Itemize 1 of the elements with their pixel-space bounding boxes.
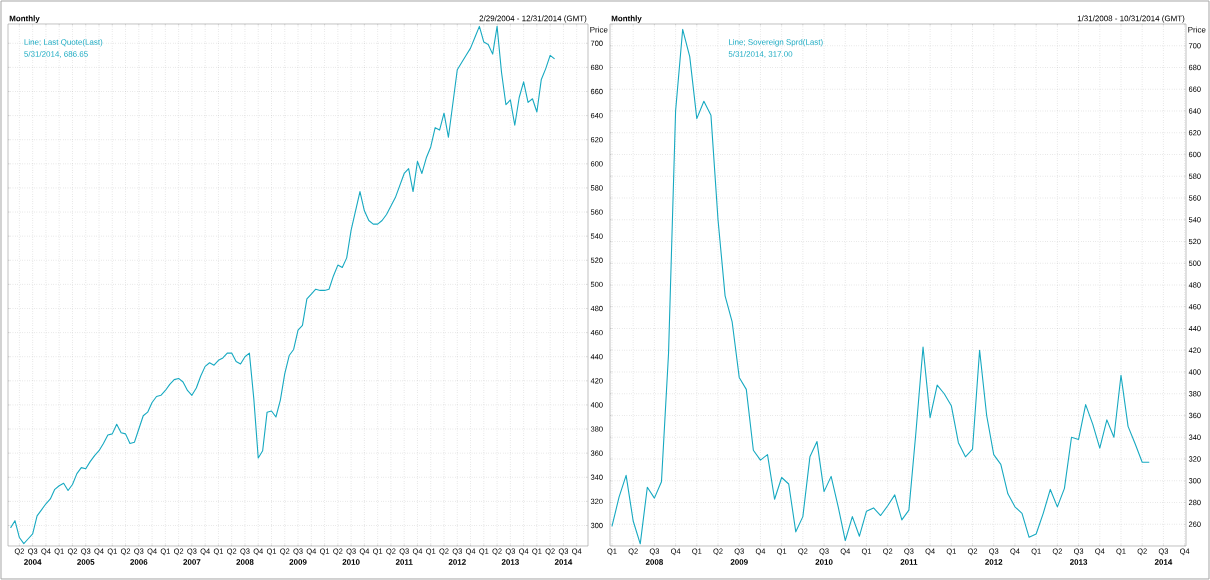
line-series — [611, 28, 1150, 545]
